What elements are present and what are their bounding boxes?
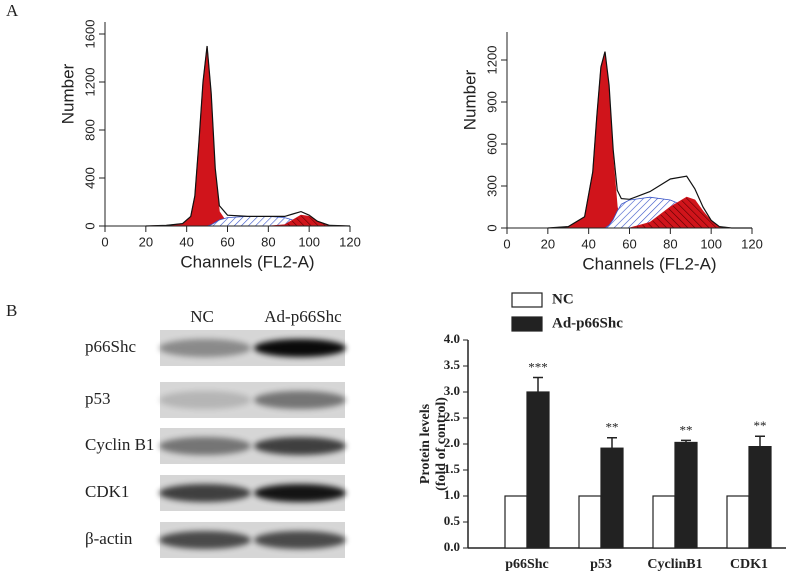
y-tick-label: 0.0 <box>444 539 460 554</box>
legend-label: NC <box>552 291 574 307</box>
bar <box>600 447 624 549</box>
protein-label: β-actin <box>85 529 133 548</box>
x-tick-label: 120 <box>339 234 361 249</box>
y-axis-label: Number <box>460 69 479 130</box>
y-tick-label: 1600 <box>82 20 97 49</box>
legend-label: Ad-p66Shc <box>552 315 623 331</box>
protein-label: p53 <box>85 389 111 408</box>
panel-label: A <box>6 1 19 20</box>
western-blot: NC Ad-p66Shc p66Shc p53 Cyclin B1 CDK1 β-actin <box>85 307 346 558</box>
blot-band <box>254 531 346 549</box>
significance: ** <box>754 418 767 433</box>
significance: ** <box>680 422 693 437</box>
y-tick-label: 1200 <box>484 46 499 75</box>
histogram-area <box>145 45 350 227</box>
y-tick-label: 400 <box>82 167 97 189</box>
error-bar <box>533 376 543 392</box>
x-tick-label: 60 <box>622 236 636 251</box>
x-tick-label: 20 <box>139 234 153 249</box>
y-axis-label: (fold of control) <box>434 397 449 491</box>
bar <box>578 495 602 549</box>
x-tick-label: CyclinB1 <box>647 557 702 572</box>
blot-band <box>254 484 346 502</box>
y-tick-label: 2.5 <box>444 409 461 424</box>
x-tick-label: 80 <box>261 234 275 249</box>
x-tick-label: 0 <box>101 234 108 249</box>
bar <box>652 495 676 549</box>
y-axis-label: Number <box>58 63 77 124</box>
x-tick-label: 100 <box>700 236 722 251</box>
lane-label: NC <box>190 307 214 326</box>
y-tick-label: 0 <box>484 224 499 231</box>
x-tick-label: p53 <box>590 557 612 572</box>
y-tick-label: 0.5 <box>444 513 461 528</box>
blot-band <box>159 437 251 455</box>
histogram-outline <box>145 45 351 227</box>
error-bar <box>681 439 691 443</box>
y-tick-label: 3.5 <box>444 357 461 372</box>
y-tick-label: 2.0 <box>444 435 460 450</box>
y-tick-label: 800 <box>82 119 97 141</box>
blot-band <box>159 531 251 549</box>
x-tick-label: 60 <box>220 234 234 249</box>
significance: *** <box>528 359 548 374</box>
legend-swatch <box>511 316 543 332</box>
bar <box>674 441 698 549</box>
y-tick-label: 4.0 <box>444 331 460 346</box>
blot-band <box>254 339 346 357</box>
x-axis-label: Channels (FL2-A) <box>180 252 314 271</box>
x-tick-label: 40 <box>179 234 193 249</box>
protein-label: p66Shc <box>85 337 136 356</box>
blot-band <box>159 339 251 357</box>
x-tick-label: 80 <box>663 236 677 251</box>
bar <box>748 446 772 549</box>
x-tick-label: 20 <box>541 236 555 251</box>
x-tick-label: 40 <box>581 236 595 251</box>
lane-label: Ad-p66Shc <box>264 307 342 326</box>
x-axis-label: Channels (FL2-A) <box>582 254 716 273</box>
histogram-outline <box>547 51 752 229</box>
protein-label: Cyclin B1 <box>85 435 154 454</box>
error-bar <box>607 437 617 449</box>
y-axis-label: Protein levels <box>418 403 433 484</box>
significance: ** <box>606 420 619 435</box>
blot-band <box>159 391 251 409</box>
y-tick-label: 0 <box>82 222 97 229</box>
y-tick-label: 1200 <box>82 68 97 97</box>
y-tick-label: 600 <box>484 133 499 155</box>
x-tick-label: CDK1 <box>730 557 768 572</box>
y-tick-label: 900 <box>484 91 499 113</box>
bar <box>526 391 550 549</box>
x-tick-label: 100 <box>298 234 320 249</box>
protein-label: CDK1 <box>85 482 129 501</box>
legend-swatch <box>511 292 543 308</box>
x-tick-label: p66Shc <box>505 557 549 572</box>
y-tick-label: 300 <box>484 175 499 197</box>
blot-band <box>254 391 346 409</box>
blot-band <box>159 484 251 502</box>
panel-label: B <box>6 301 17 320</box>
x-tick-label: 120 <box>741 236 763 251</box>
y-tick-label: 1.0 <box>444 487 460 502</box>
blot-band <box>254 437 346 455</box>
x-tick-label: 0 <box>503 236 510 251</box>
bar <box>726 495 750 549</box>
y-tick-label: 1.5 <box>444 461 461 476</box>
bar-chart: 0.0 0.5 1.0 1.5 2.0 2.5 3.0 3.5 4.0 p66Shc *** p53 *… <box>418 291 786 572</box>
bar <box>504 495 528 549</box>
error-bar <box>755 435 765 447</box>
y-tick-label: 3.0 <box>444 383 460 398</box>
